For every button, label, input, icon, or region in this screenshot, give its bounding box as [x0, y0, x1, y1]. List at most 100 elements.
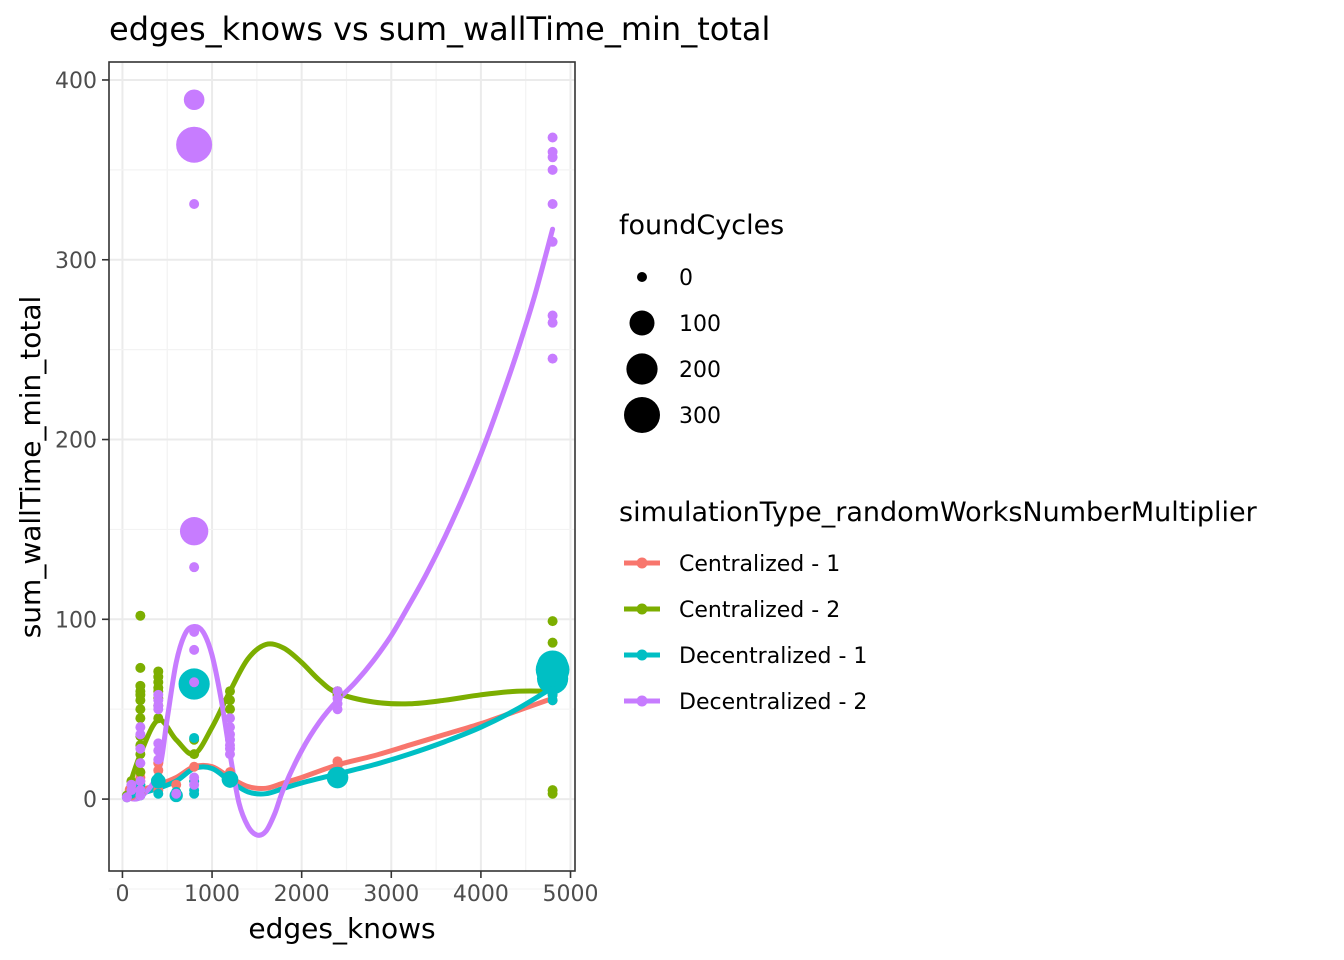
smooth-line	[124, 695, 556, 798]
data-point	[224, 704, 235, 715]
data-point	[135, 722, 146, 733]
data-point	[153, 666, 164, 677]
data-point	[189, 562, 200, 573]
data-point	[547, 164, 558, 175]
color-legend-label: Centralized - 2	[679, 598, 840, 623]
data-point	[189, 761, 200, 772]
y-axis: 0 100 200 300 400	[55, 69, 109, 813]
data-point	[183, 89, 205, 111]
data-point	[189, 626, 200, 637]
data-point	[153, 754, 164, 765]
y-tick-label: 400	[55, 69, 97, 94]
size-legend-key	[629, 310, 655, 336]
data-point	[153, 689, 164, 700]
y-axis-label: sum_wallTime_min_total	[14, 296, 47, 639]
color-legend-point	[636, 695, 648, 707]
smooth-line	[124, 226, 556, 838]
data-point	[189, 779, 200, 790]
data-point	[332, 756, 343, 767]
data-point	[547, 236, 558, 247]
data-point	[547, 132, 558, 143]
size-legend-label: 300	[679, 404, 721, 429]
data-point	[176, 126, 213, 163]
color-legend-label: Decentralized - 2	[679, 690, 867, 715]
data-point	[153, 745, 164, 756]
data-point	[189, 644, 200, 655]
data-point	[135, 758, 146, 769]
data-point	[547, 317, 558, 328]
data-point	[224, 722, 235, 733]
x-axis: 0 1000 2000 3000 4000 5000	[115, 871, 599, 907]
x-tick-label: 0	[115, 882, 129, 907]
color-legend-point	[636, 649, 648, 661]
data-point	[332, 693, 343, 704]
color-legend-label: Centralized - 1	[679, 552, 840, 577]
data-point	[135, 610, 146, 621]
data-point	[189, 199, 200, 210]
x-axis-label: edges_knows	[248, 912, 435, 945]
color-legend: simulationType_randomWorksNumberMultipli…	[619, 497, 1258, 715]
data-point	[547, 785, 558, 796]
x-tick-label: 5000	[543, 882, 599, 907]
data-point	[547, 353, 558, 364]
y-tick-label: 0	[83, 788, 97, 813]
data-point	[547, 146, 558, 157]
size-legend-label: 0	[679, 266, 693, 291]
size-legend-label: 100	[679, 312, 721, 337]
data-point	[536, 650, 569, 682]
data-point	[171, 779, 182, 790]
data-point	[332, 686, 343, 697]
data-point	[135, 776, 146, 787]
smooth-line	[124, 641, 556, 797]
size-legend-title: foundCycles	[619, 210, 784, 241]
data-point	[126, 779, 137, 790]
data-point	[189, 749, 200, 760]
data-point	[224, 713, 235, 724]
data-point	[153, 772, 164, 783]
y-tick-label: 100	[55, 608, 97, 633]
data-point	[224, 695, 235, 706]
data-point	[153, 713, 164, 724]
data-point	[153, 788, 164, 799]
chart-title: edges_knows vs sum_wallTime_min_total	[109, 10, 770, 48]
data-point	[121, 792, 132, 803]
y-tick-label: 200	[55, 429, 97, 454]
x-tick-label: 1000	[184, 882, 240, 907]
color-legend-label: Decentralized - 1	[679, 644, 867, 669]
data-point	[547, 310, 558, 321]
data-point	[179, 517, 209, 546]
size-legend: foundCycles 0 100 200 300	[619, 210, 784, 433]
color-legend-point	[636, 603, 648, 615]
data-point	[224, 729, 235, 740]
plot-background	[109, 62, 575, 871]
y-tick-label: 300	[55, 249, 97, 274]
data-point	[189, 772, 200, 783]
data-point	[224, 686, 235, 697]
x-tick-label: 4000	[453, 882, 509, 907]
data-point	[135, 713, 146, 724]
data-point	[224, 772, 235, 783]
data-point	[135, 662, 146, 673]
size-legend-key	[624, 397, 660, 433]
data-point	[135, 729, 146, 740]
data-point	[189, 677, 200, 688]
data-point	[135, 785, 146, 796]
data-point	[547, 199, 558, 210]
data-point	[135, 767, 146, 778]
data-point	[171, 788, 182, 799]
plot-panel	[108, 61, 576, 890]
data-point	[135, 704, 146, 715]
data-point	[189, 732, 200, 743]
size-legend-key	[637, 272, 647, 282]
data-point	[547, 637, 558, 648]
data-point	[153, 765, 164, 776]
data-point	[153, 738, 164, 749]
plot-border	[108, 61, 576, 872]
color-legend-title: simulationType_randomWorksNumberMultipli…	[619, 497, 1258, 528]
x-tick-label: 3000	[363, 882, 419, 907]
data-point	[135, 743, 146, 754]
data-point	[135, 680, 146, 691]
size-legend-label: 200	[679, 358, 721, 383]
data-point	[332, 768, 343, 779]
